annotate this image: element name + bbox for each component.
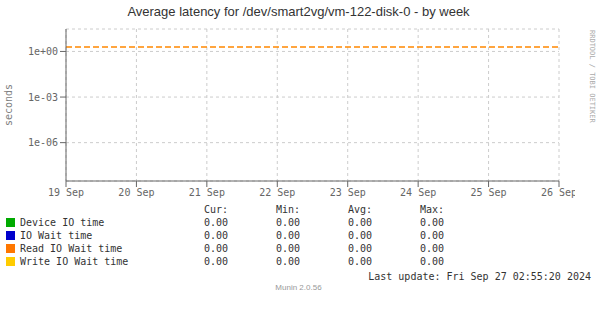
html-text:0.00: 0.00 [347,256,372,267]
html-text:Last update: Fri Sep 27 02:55:: Last update: Fri Sep 27 02:55:20 2024 [368,271,591,282]
html-text:0.00: 0.00 [347,230,372,241]
html-text:0.00: 0.00 [275,230,300,241]
svg-text:19 Sep: 19 Sep [48,187,84,198]
html-text:Cur:: Cur: [203,204,228,215]
html-text:Munin 2.0.56: Munin 2.0.56 [275,283,322,292]
html-text:Average latency for /dev/smart: Average latency for /dev/smart2vg/vm-122… [127,4,470,19]
svg-text:seconds: seconds [8,84,14,126]
html-text:0.00: 0.00 [275,256,300,267]
html-text:0.00: 0.00 [419,243,444,254]
svg-text:1e-03: 1e-03 [28,92,58,103]
html-text:Min:: Min: [275,204,300,215]
html-text:0.00: 0.00 [203,243,228,254]
svg-text:1e+00: 1e+00 [28,46,58,57]
html-text:0.00: 0.00 [203,256,228,267]
html-text:IO Wait time: IO Wait time [20,230,93,241]
svg-text:26 Sep: 26 Sep [541,187,575,198]
html-text:0.00: 0.00 [347,243,372,254]
svg-text:20 Sep: 20 Sep [118,187,154,198]
html-text:Write IO Wait time: Write IO Wait time [20,256,129,267]
svg-text:24 Sep: 24 Sep [400,187,436,198]
html-text:0.00: 0.00 [203,230,228,241]
svg-text:22 Sep: 22 Sep [259,187,295,198]
html-text:0.00: 0.00 [347,217,372,228]
html-text:0.00: 0.00 [203,217,228,228]
svg-text:1e-06: 1e-06 [28,137,58,148]
svg-text:23 Sep: 23 Sep [330,187,366,198]
html-text:0.00: 0.00 [419,256,444,267]
html-text:Read IO Wait time: Read IO Wait time [20,243,123,254]
html-text:RRDTOOL / TOBI OETIKER: RRDTOOL / TOBI OETIKER [588,30,596,123]
svg-text:25 Sep: 25 Sep [471,187,507,198]
html-text:0.00: 0.00 [419,230,444,241]
svg-text:21 Sep: 21 Sep [189,187,225,198]
html-text:Max:: Max: [419,204,444,215]
html-text:Device IO time: Device IO time [20,217,105,228]
html-text:0.00: 0.00 [419,217,444,228]
html-text:0.00: 0.00 [275,217,300,228]
html-text:0.00: 0.00 [275,243,300,254]
html-text:Avg:: Avg: [347,204,372,215]
